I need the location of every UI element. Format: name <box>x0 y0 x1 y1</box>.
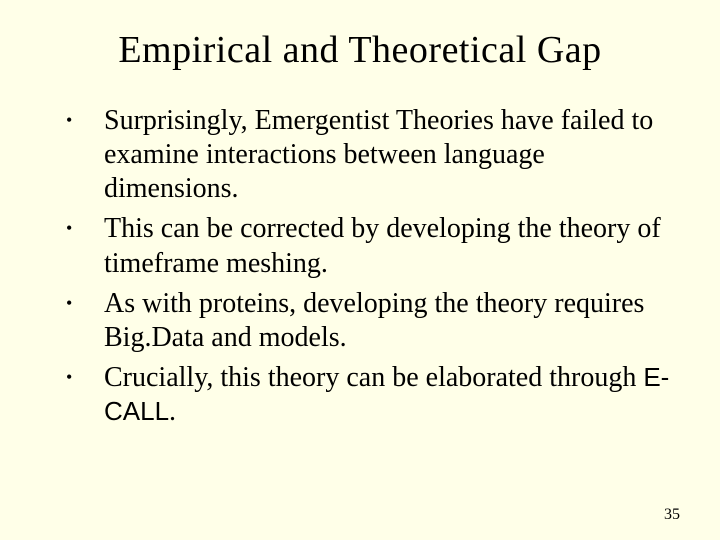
bullet-text-prefix: Crucially, this theory can be elaborated… <box>104 362 643 393</box>
list-item: Crucially, this theory can be elaborated… <box>66 361 672 429</box>
list-item: This can be corrected by developing the … <box>66 212 672 280</box>
page-number: 35 <box>664 506 680 524</box>
list-item: As with proteins, developing the theory … <box>66 287 672 355</box>
bullet-text: Surprisingly, Emergentist Theories have … <box>104 105 653 204</box>
bullet-text: This can be corrected by developing the … <box>104 213 661 278</box>
bullet-text-suffix: . <box>169 396 176 427</box>
slide-title: Empirical and Theoretical Gap <box>48 28 672 72</box>
slide: Empirical and Theoretical Gap Surprising… <box>0 0 720 540</box>
bullet-list: Surprisingly, Emergentist Theories have … <box>48 104 672 429</box>
list-item: Surprisingly, Emergentist Theories have … <box>66 104 672 206</box>
bullet-text: As with proteins, developing the theory … <box>104 288 644 353</box>
